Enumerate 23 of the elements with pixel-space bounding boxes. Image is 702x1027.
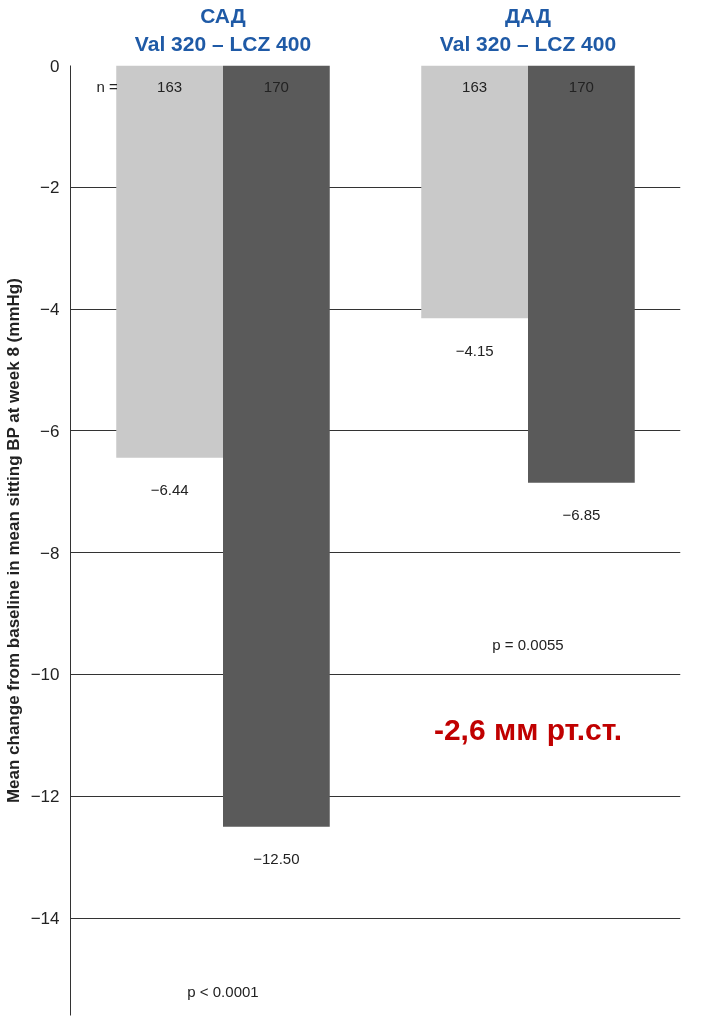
y-tick-label: −10 [30,665,60,685]
y-tick-label: −14 [30,909,60,929]
data-label: −6.44 [150,481,189,499]
annotation: 163 [462,77,488,95]
x-tick-label: ДАД Val 320 – LCZ 400 [439,3,617,55]
annotation: n = [96,78,118,96]
annotation: 170 [568,77,594,95]
y-tick-label: 0 [50,56,60,76]
x-tick-label: САД Val 320 – LCZ 400 [134,3,312,55]
annotation: 163 [157,77,183,95]
y-axis-title: Mean change from baseline in mean sitting BP at week 8 (mmHg) [3,278,23,804]
data-label: −6.85 [562,506,601,524]
y-tick-label: −8 [40,543,60,563]
data-label: −12.50 [253,850,300,868]
data-label: −4.15 [455,341,494,359]
y-tick-label: −2 [40,178,60,198]
y-tick-label: −4 [40,300,60,320]
y-tick-label: −12 [30,787,60,807]
annotation: -2,6 мм рт.ст. [433,712,623,746]
annotation: p = 0.0055 [492,635,564,653]
annotation: 170 [263,77,289,95]
annotation: p < 0.0001 [187,982,259,1000]
y-tick-label: −6 [40,421,60,441]
